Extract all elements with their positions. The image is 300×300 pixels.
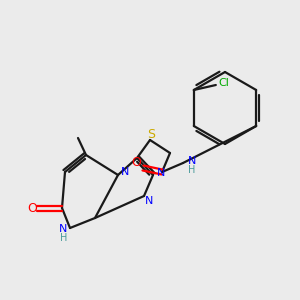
Text: N: N <box>145 196 153 206</box>
Text: Cl: Cl <box>218 78 229 88</box>
Text: N: N <box>157 168 165 178</box>
Text: H: H <box>188 165 195 175</box>
Text: O: O <box>27 202 37 214</box>
Text: N: N <box>121 167 129 177</box>
Text: S: S <box>147 128 155 140</box>
Text: N: N <box>58 224 67 234</box>
Text: H: H <box>60 233 67 243</box>
Text: N: N <box>188 156 196 166</box>
Text: O: O <box>131 157 141 169</box>
